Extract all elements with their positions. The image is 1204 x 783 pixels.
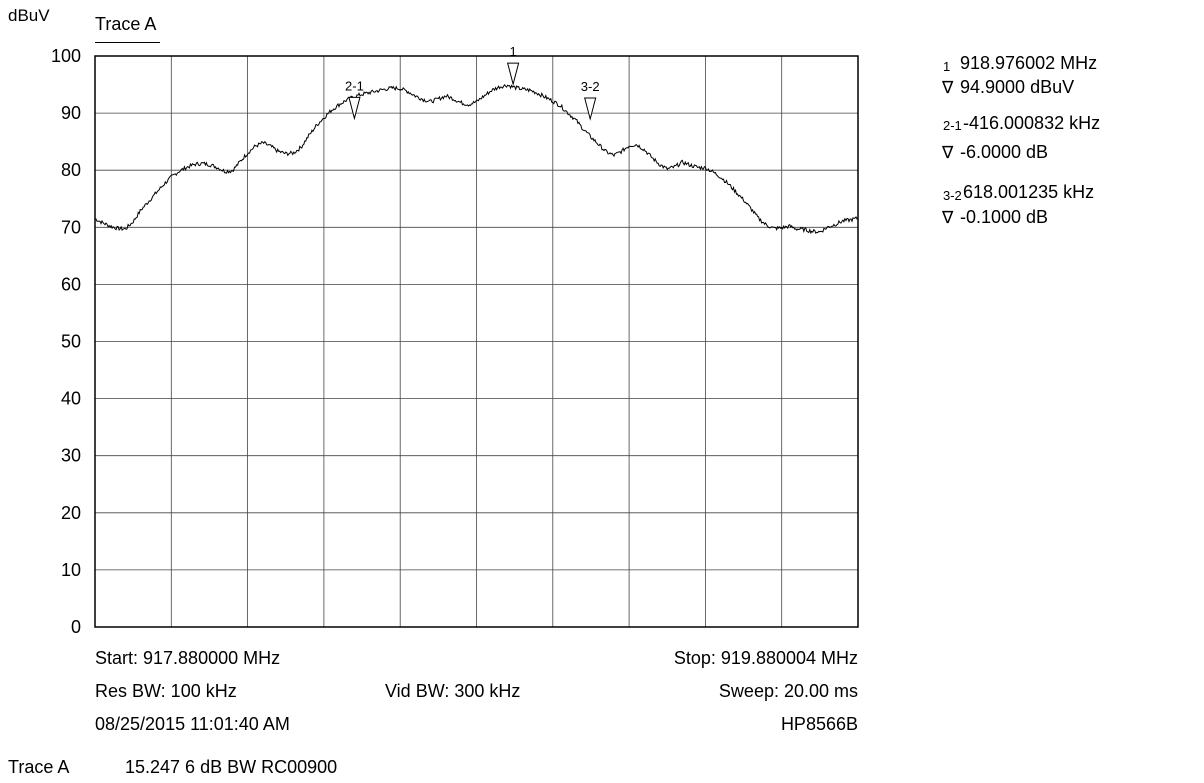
marker-3-2-label: 3-2: [581, 79, 600, 94]
instrument-model: HP8566B: [780, 714, 858, 734]
footer-description: 15.247 6 dB BW RC00900: [125, 757, 338, 777]
y-tick-label: 100: [51, 46, 81, 66]
trace-a-line: [94, 83, 859, 235]
y-tick-label: 30: [61, 446, 81, 466]
y-tick-label: 70: [61, 217, 81, 237]
footer: Trace A 15.247 6 dB BW RC00900: [8, 757, 337, 778]
y-tick-label: 40: [61, 389, 81, 409]
chart-grid: [95, 56, 858, 627]
footer-trace-label: Trace A: [8, 757, 70, 777]
marker-3-2-number: 3-2: [943, 188, 962, 203]
y-tick-label: 10: [61, 560, 81, 580]
y-axis-unit-label: dBuV: [8, 6, 50, 25]
marker-1-frequency: 918.976002 MHz: [960, 53, 1098, 73]
marker-3-2-delta: -0.1000 dB: [960, 207, 1049, 227]
y-tick-label: 0: [71, 617, 81, 637]
marker-3-2-symbol: ∇: [942, 208, 954, 227]
start-frequency: Start: 917.880000 MHz: [95, 648, 281, 668]
sweep-time: Sweep: 20.00 ms: [718, 681, 858, 701]
video-bandwidth: Vid BW: 300 kHz: [385, 681, 521, 701]
y-tick-labels: 0 10 20 30 40 50 60 70 80 90 100: [51, 46, 81, 637]
resolution-bandwidth: Res BW: 100 kHz: [95, 681, 237, 701]
marker-1-triangle: [506, 62, 520, 87]
marker-2-1-symbol: ∇: [942, 143, 954, 162]
plot-frame: [94, 55, 859, 628]
marker-3-2-frequency: 618.001235 kHz: [963, 182, 1095, 202]
trace-title-underline: [95, 42, 160, 43]
marker-1-label: 1: [510, 44, 517, 59]
timestamp: 08/25/2015 11:01:40 AM: [95, 714, 290, 734]
marker-3-2-triangle: [584, 97, 597, 121]
marker-1-symbol: ∇: [942, 78, 954, 97]
spectrum-chart: 0 10 20 30 40 50 60 70 80 90 100 1 2-1 3-2: [51, 44, 859, 637]
marker-2-1-label: 2-1: [345, 78, 364, 93]
y-tick-label: 90: [61, 103, 81, 123]
chart-markers: 1 2-1 3-2: [345, 44, 600, 121]
marker-2-1-frequency: -416.000832 kHz: [963, 113, 1101, 133]
trace-title: Trace A: [95, 14, 157, 34]
marker-1-number: 1: [943, 59, 951, 74]
y-tick-label: 20: [61, 503, 81, 523]
y-tick-label: 80: [61, 160, 81, 180]
marker-2-1-delta: -6.0000 dB: [960, 142, 1049, 162]
marker-2-1-triangle: [348, 96, 361, 121]
y-tick-label: 50: [61, 332, 81, 352]
marker-1-amplitude: 94.9000 dBuV: [960, 77, 1075, 97]
marker-2-1-number: 2-1: [943, 118, 962, 133]
y-tick-label: 60: [61, 274, 81, 294]
stop-frequency: Stop: 919.880004 MHz: [673, 648, 858, 668]
trace-a-path: [94, 83, 859, 235]
